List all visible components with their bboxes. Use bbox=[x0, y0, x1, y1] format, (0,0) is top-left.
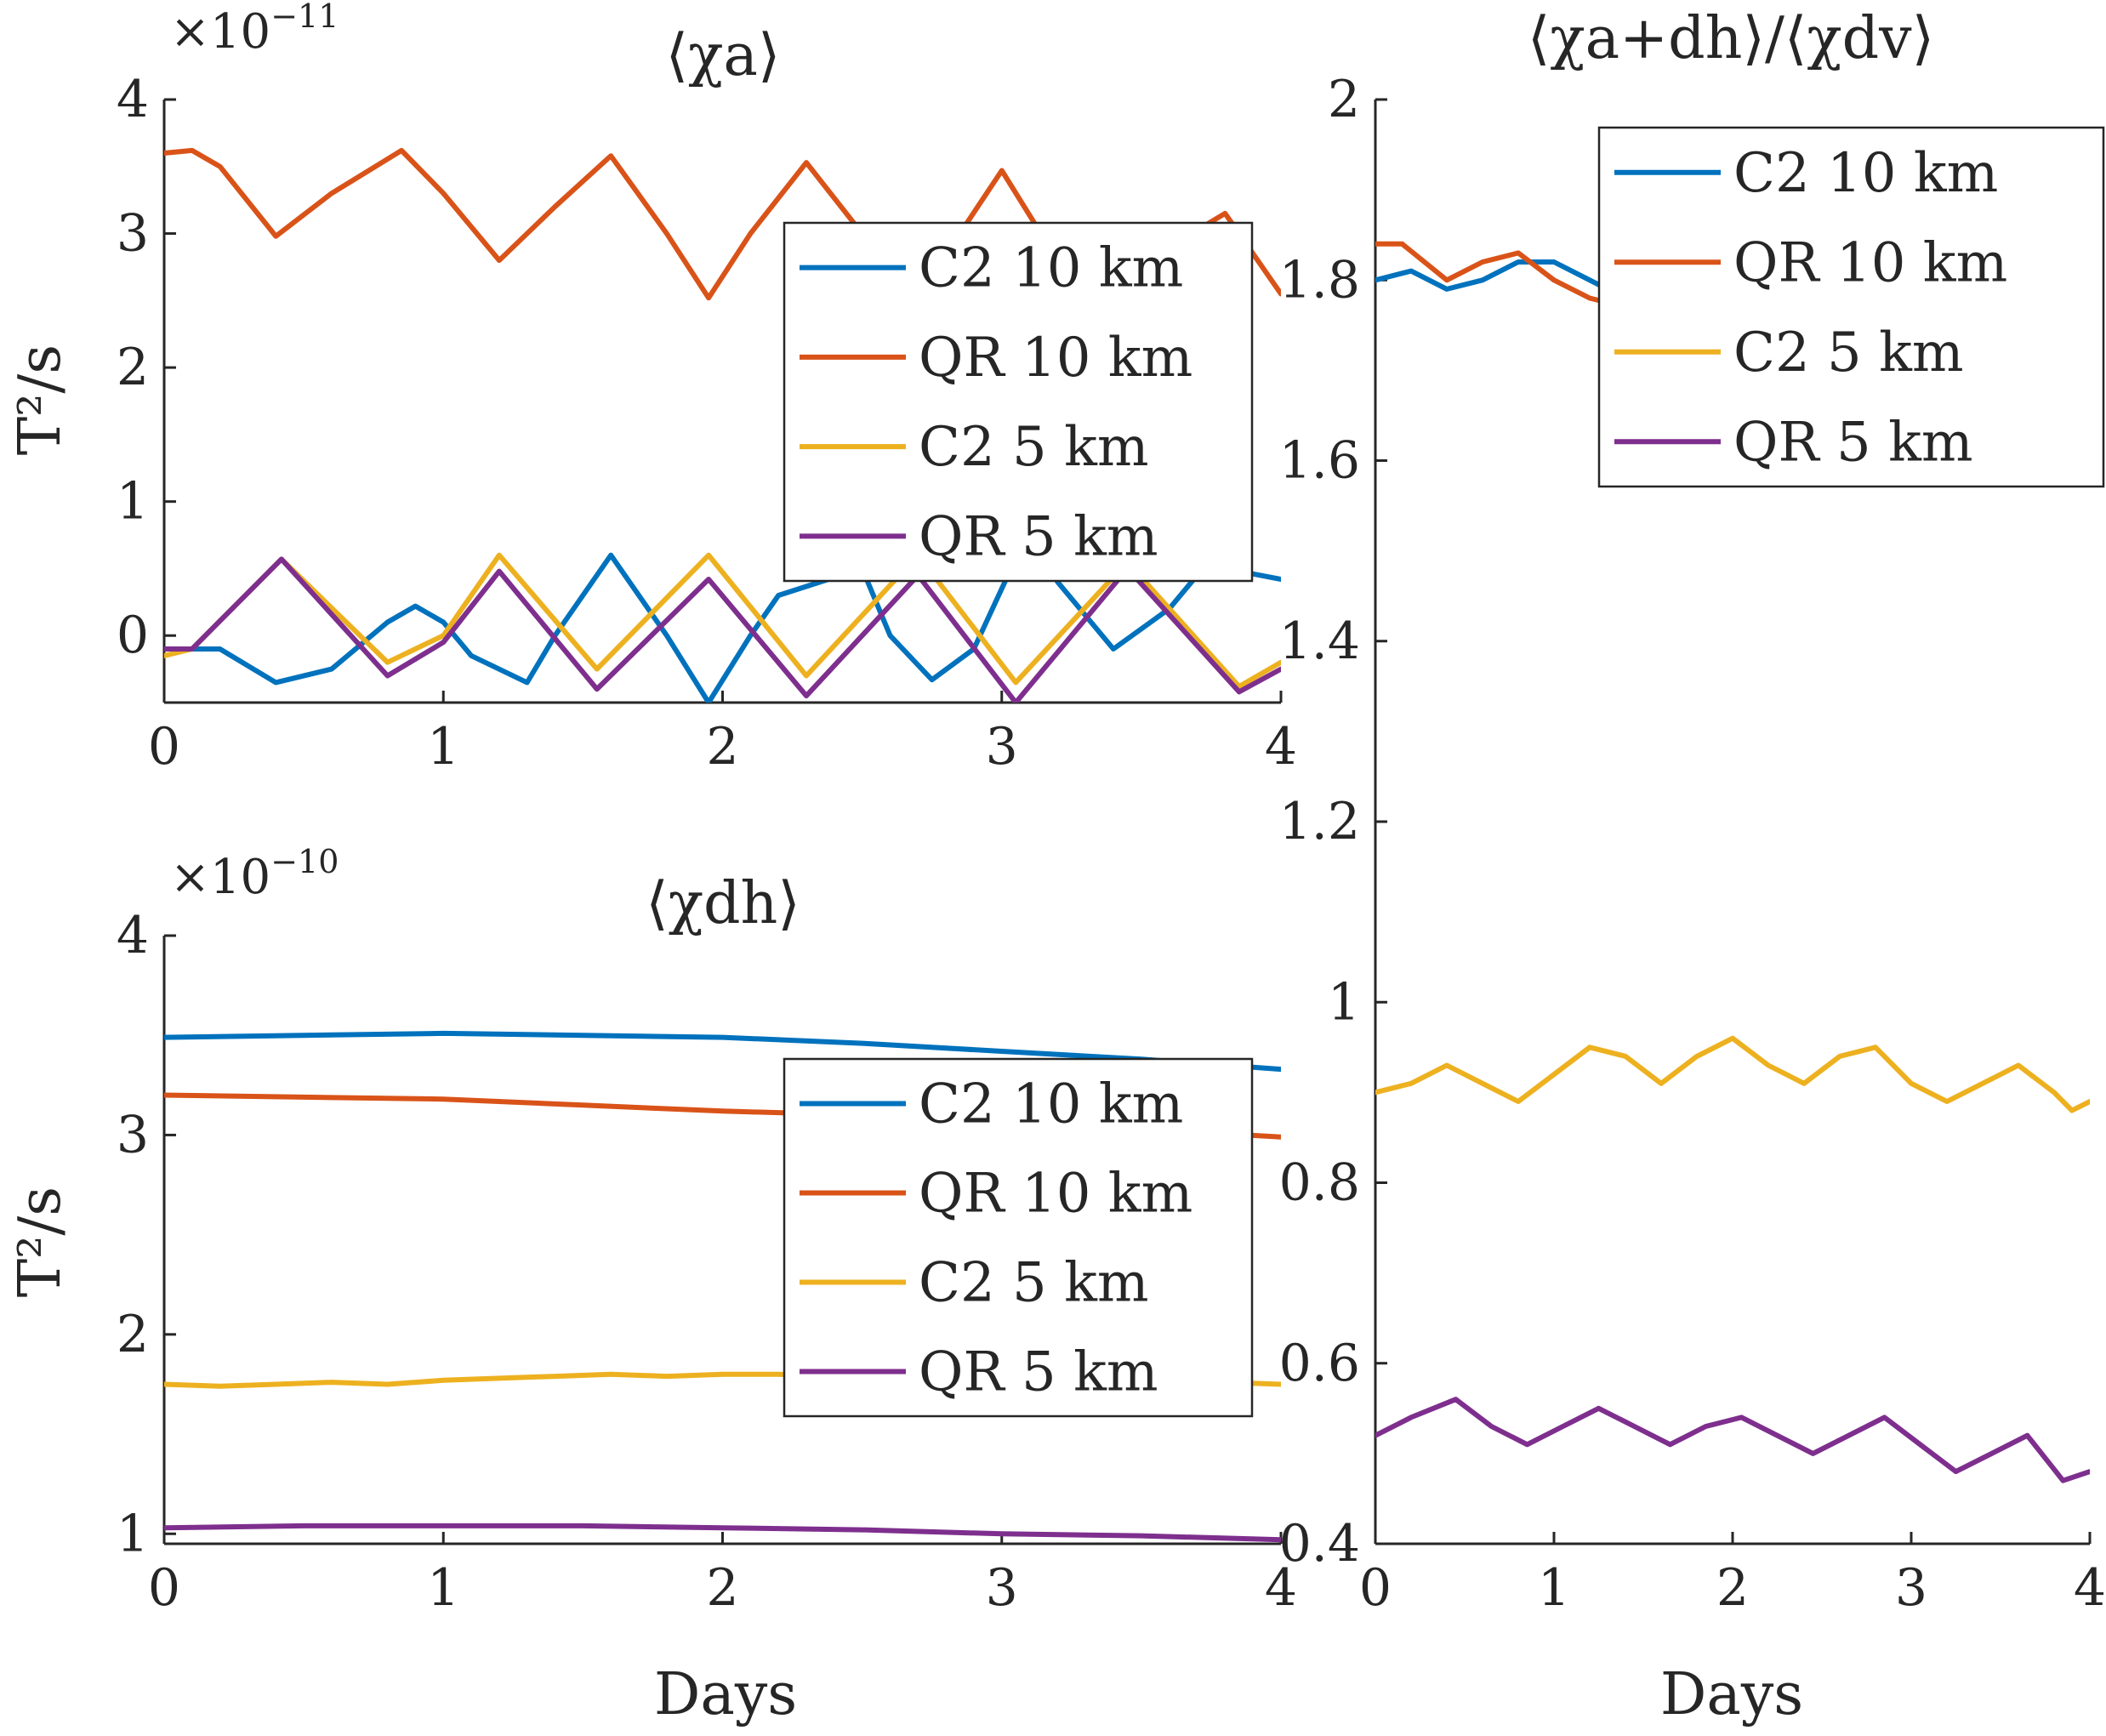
y-tick-label: 2 bbox=[117, 338, 149, 397]
legend-entry: QR 5 km bbox=[1733, 411, 1973, 474]
y-tick-label: 4 bbox=[117, 70, 149, 129]
legend-entry: QR 10 km bbox=[919, 1163, 1192, 1226]
x-tick-label: 0 bbox=[1359, 1558, 1392, 1618]
y-axis-label: T²/s bbox=[7, 344, 74, 455]
legend-entry: QR 10 km bbox=[1733, 231, 2007, 294]
chart-title: ⟨χdh⟩ bbox=[646, 870, 800, 937]
chart-chi-a: 0 1 2 3 4 0 1 2 3 4 ⟨χa⟩ ×10−11 T²/s C2 10 km QR 1… bbox=[7, 0, 1297, 777]
legend-entry: C2 5 km bbox=[919, 1252, 1149, 1315]
chart-title: ⟨χa⟩ bbox=[666, 22, 781, 89]
legend: C2 10 km QR 10 km C2 5 km QR 5 km bbox=[783, 221, 1254, 583]
y-tick-label: 1.2 bbox=[1279, 792, 1360, 851]
series-line-qr-5-km bbox=[1375, 1397, 2090, 1483]
x-tick-label: 1 bbox=[427, 717, 459, 777]
legend-entry: C2 5 km bbox=[1733, 322, 1964, 384]
y-tick-label: 0.4 bbox=[1279, 1514, 1360, 1574]
x-axis-label: Days bbox=[1660, 1661, 1803, 1728]
y-tick-label: 0.6 bbox=[1279, 1334, 1360, 1393]
y-tick-label: 2 bbox=[1328, 70, 1360, 129]
legend-box bbox=[783, 221, 1254, 583]
x-tick-label: 3 bbox=[986, 1558, 1018, 1618]
series-line-c2-10-km bbox=[164, 1030, 1281, 1073]
y-tick-label: 1.4 bbox=[1279, 612, 1360, 671]
x-tick-label: 0 bbox=[148, 717, 180, 777]
x-tick-label: 1 bbox=[1538, 1558, 1570, 1618]
x-tick-label: 2 bbox=[706, 717, 738, 777]
legend: C2 10 km QR 10 km C2 5 km QR 5 km bbox=[1597, 126, 2105, 488]
y-tick-label: 2 bbox=[117, 1305, 149, 1364]
y-tick-label: 0 bbox=[117, 606, 149, 665]
series-line-c2-10-km bbox=[164, 526, 1281, 703]
x-tick-label: 3 bbox=[1895, 1558, 1927, 1618]
axis-multiplier: ×10−10 bbox=[170, 843, 339, 905]
y-tick-label: 1 bbox=[117, 472, 149, 532]
y-tick-label: 1.6 bbox=[1279, 431, 1360, 491]
legend-entry: C2 10 km bbox=[919, 237, 1183, 300]
x-tick-label: 4 bbox=[2074, 1558, 2106, 1618]
y-tick-label: 3 bbox=[117, 204, 149, 264]
y-axis-label: T²/s bbox=[7, 1187, 74, 1297]
legend-entry: C2 10 km bbox=[1733, 142, 1998, 205]
y-tick-label: 3 bbox=[117, 1105, 149, 1164]
x-tick-label: 4 bbox=[1265, 1558, 1297, 1618]
x-tick-label: 3 bbox=[986, 717, 1018, 777]
legend: C2 10 km QR 10 km C2 5 km QR 5 km bbox=[783, 1057, 1254, 1418]
legend-box bbox=[1597, 126, 2105, 488]
y-tick-label: 1 bbox=[1328, 972, 1360, 1032]
x-tick-label: 2 bbox=[706, 1558, 738, 1618]
legend-entry: QR 10 km bbox=[919, 327, 1192, 390]
x-tick-label: 4 bbox=[1265, 717, 1297, 777]
plot-area-ratio: 0 1 2 3 4 0.4 0.6 0.8 1 1.2 1.4 1.6 1.8 2 bbox=[1279, 70, 2106, 1618]
series-line-qr-5-km bbox=[164, 1523, 1281, 1543]
legend-entry: C2 10 km bbox=[919, 1073, 1183, 1136]
chart-ratio: 0 1 2 3 4 0.4 0.6 0.8 1 1.2 1.4 1.6 1.8 2 ⟨χa+dh⟩/⟨χd… bbox=[1279, 5, 2106, 1728]
y-tick-label: 0.8 bbox=[1279, 1153, 1360, 1213]
legend-entry: QR 5 km bbox=[919, 505, 1158, 568]
chart-title: ⟨χa+dh⟩/⟨χdv⟩ bbox=[1528, 5, 1934, 72]
x-tick-label: 0 bbox=[148, 1558, 180, 1618]
series-line-qr-5-km bbox=[164, 556, 1281, 703]
x-axis-label: Days bbox=[654, 1661, 797, 1728]
x-tick-label: 1 bbox=[427, 1558, 459, 1618]
y-tick-label: 4 bbox=[117, 906, 149, 965]
axis-multiplier: ×10−11 bbox=[170, 0, 339, 60]
legend-entry: C2 5 km bbox=[919, 416, 1149, 479]
y-tick-label: 1 bbox=[117, 1504, 149, 1563]
y-tick-label: 1.8 bbox=[1279, 250, 1360, 310]
series-line-c2-5-km bbox=[1375, 1035, 2090, 1113]
legend-box bbox=[783, 1057, 1254, 1418]
x-tick-label: 2 bbox=[1716, 1558, 1749, 1618]
legend-entry: QR 5 km bbox=[919, 1341, 1158, 1404]
